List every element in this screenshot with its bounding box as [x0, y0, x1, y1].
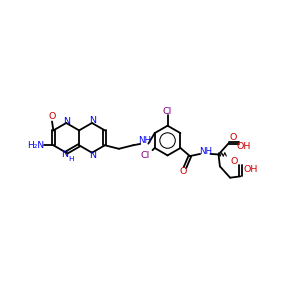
Text: NH: NH	[139, 136, 152, 145]
Text: NH: NH	[200, 147, 213, 156]
Text: OH: OH	[236, 142, 251, 152]
Text: O: O	[180, 167, 188, 176]
Text: H₂N: H₂N	[28, 141, 45, 150]
Text: Cl: Cl	[163, 107, 172, 116]
Text: N: N	[63, 117, 70, 126]
Text: N: N	[61, 150, 68, 159]
Text: Cl: Cl	[141, 151, 150, 160]
Text: H: H	[68, 156, 74, 162]
Text: N: N	[89, 116, 96, 125]
Text: O: O	[231, 157, 238, 166]
Text: N: N	[89, 151, 96, 160]
Text: O: O	[230, 133, 237, 142]
Text: OH: OH	[244, 165, 258, 174]
Text: O: O	[48, 112, 56, 121]
